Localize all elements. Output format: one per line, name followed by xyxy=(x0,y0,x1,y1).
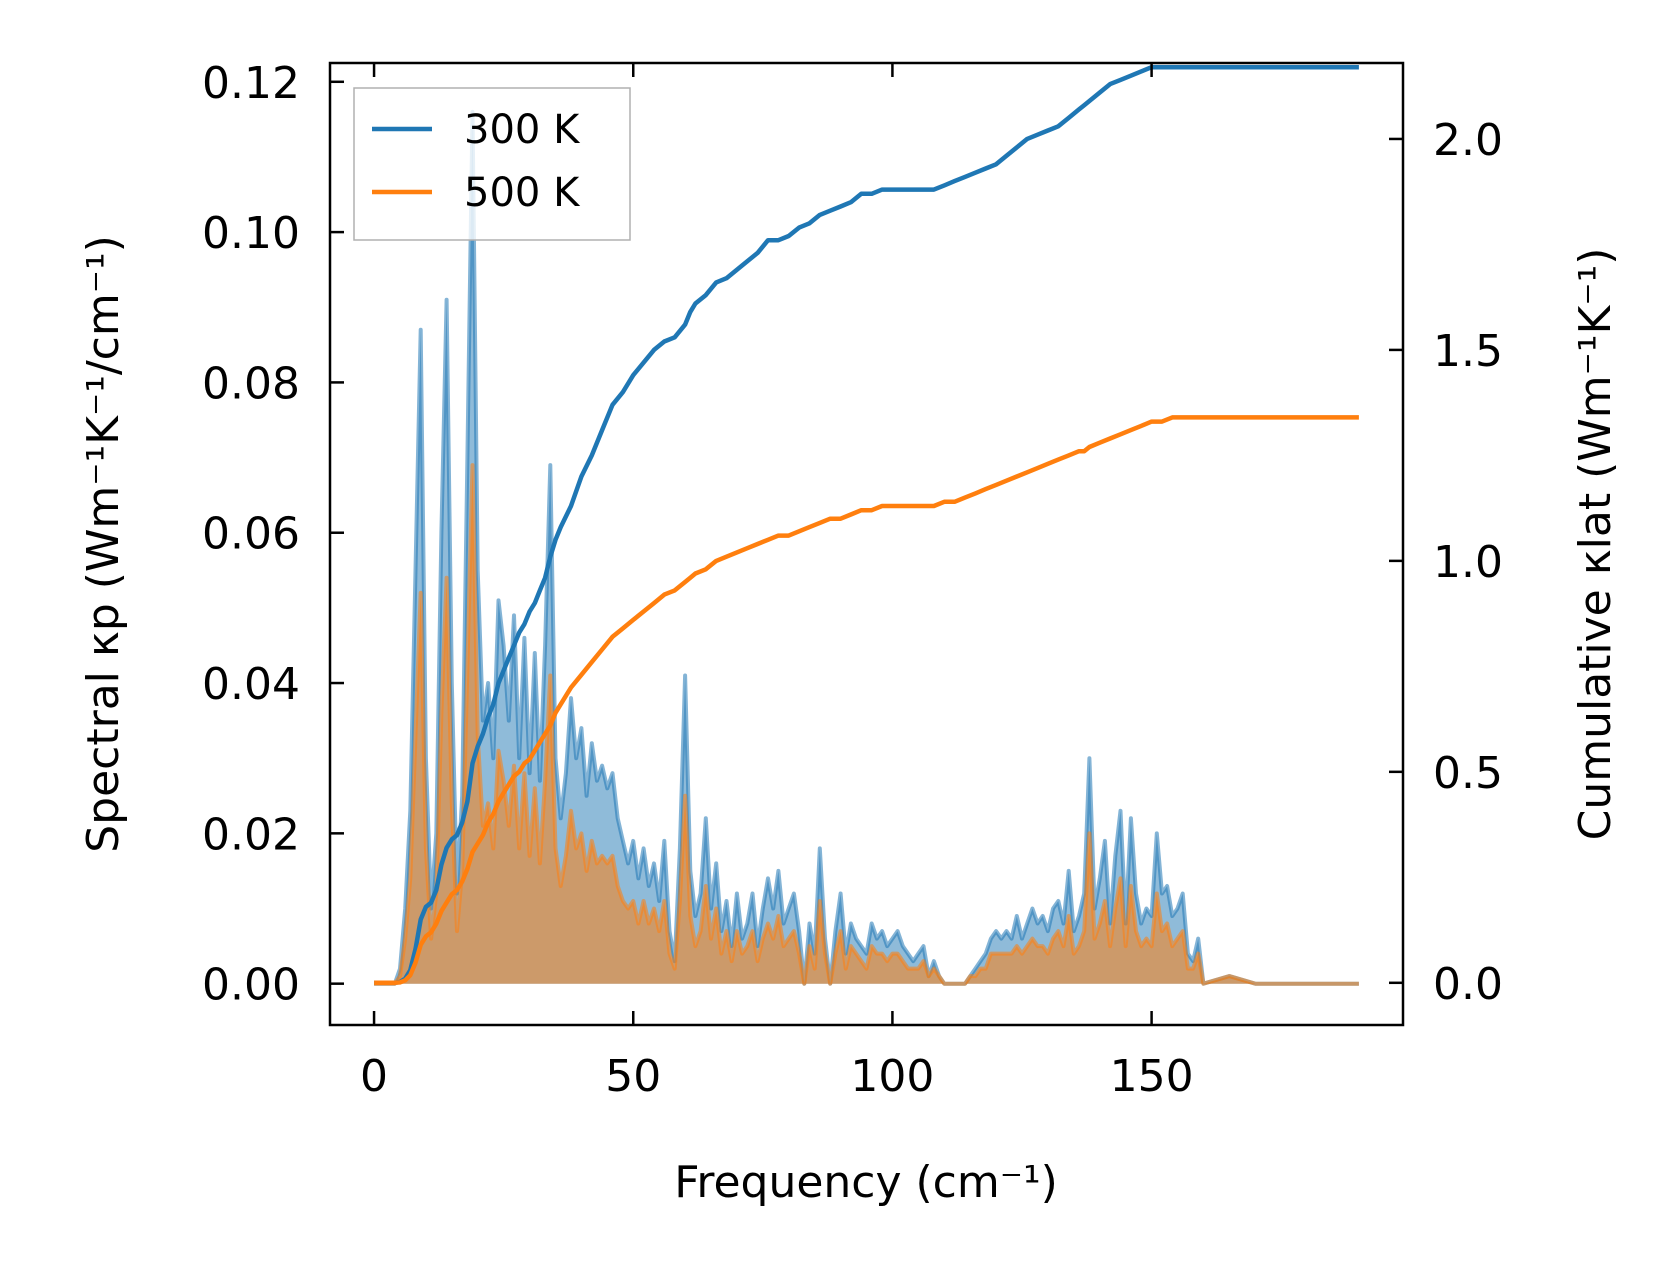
x-tick-label: 150 xyxy=(1110,1051,1194,1102)
x-tick-label: 0 xyxy=(360,1051,388,1102)
plot-frame xyxy=(328,61,1405,1027)
y-tick-label-left: 0.10 xyxy=(202,208,300,259)
y-tick-label-left: 0.12 xyxy=(202,58,300,109)
legend-label-500K: 500 K xyxy=(464,170,581,216)
axis-ticks: 0 50 100 150 0.00 0.02 0.04 0.06 0.08 0.10 0.12 0.0… xyxy=(202,58,1503,1102)
y-tick-label-left: 0.06 xyxy=(202,509,300,560)
y-tick-label-left: 0.02 xyxy=(202,809,300,860)
y-tick-label-right: 1.0 xyxy=(1433,537,1503,588)
legend: 300 K 500 K xyxy=(353,87,631,241)
y-tick-label-left: 0.08 xyxy=(202,358,300,409)
y-tick-label-right: 0.5 xyxy=(1433,748,1503,799)
data-lines xyxy=(374,64,1359,986)
cumulative-line-300K xyxy=(374,64,1359,986)
y-axis-label-left: Spectral κp (Wm⁻¹K⁻¹/cm⁻¹) xyxy=(78,235,129,853)
legend-box xyxy=(353,87,631,241)
x-axis-label: Frequency (cm⁻¹) xyxy=(674,1157,1058,1208)
cumulative-line-500K xyxy=(374,415,1359,986)
y-tick-label-left: 0.00 xyxy=(202,960,300,1011)
x-tick-label: 100 xyxy=(850,1051,934,1102)
y-tick-label-right: 2.0 xyxy=(1433,115,1503,166)
x-tick-label: 50 xyxy=(605,1051,661,1102)
y-axis-label-right: Cumulative κlat (Wm⁻¹K⁻¹) xyxy=(1570,248,1621,841)
y-tick-label-right: 0.0 xyxy=(1433,959,1503,1010)
y-tick-label-left: 0.04 xyxy=(202,659,300,710)
legend-label-300K: 300 K xyxy=(464,107,581,153)
y-tick-label-right: 1.5 xyxy=(1433,326,1503,377)
spectral-line-500K xyxy=(374,463,1359,986)
